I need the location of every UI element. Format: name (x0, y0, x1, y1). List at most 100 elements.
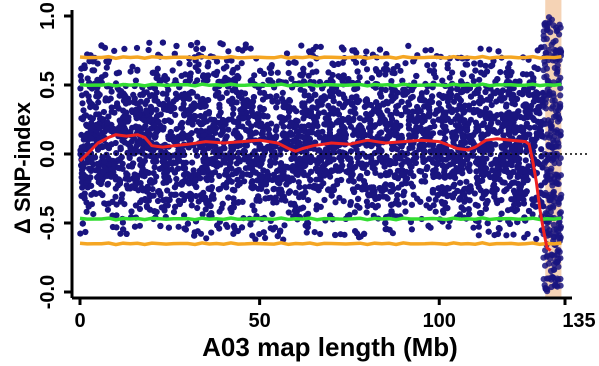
scatter-point (383, 225, 390, 233)
scatter-point (281, 222, 288, 229)
scatter-point (192, 177, 199, 184)
scatter-point (224, 179, 231, 186)
scatter-point (105, 145, 112, 152)
scatter-point (325, 121, 332, 128)
scatter-point (319, 97, 326, 104)
scatter-point (317, 157, 324, 164)
scatter-point (111, 161, 118, 168)
scatter-point (195, 198, 202, 205)
scatter-point (121, 201, 128, 208)
scatter-point (533, 89, 540, 96)
scatter-point (547, 120, 554, 127)
scatter-point (441, 174, 448, 181)
scatter-point (228, 57, 235, 64)
scatter-point (413, 154, 420, 161)
scatter-point (449, 160, 457, 167)
scatter-point (312, 91, 319, 98)
scatter-point (505, 64, 512, 71)
scatter-point (331, 145, 338, 152)
scatter-point (165, 151, 172, 159)
scatter-point (260, 106, 267, 113)
scatter-point (307, 158, 314, 166)
scatter-point (531, 116, 538, 123)
scatter-point (463, 127, 470, 134)
scatter-point (176, 60, 183, 67)
scatter-point (257, 67, 264, 74)
scatter-point (383, 98, 390, 105)
scatter-point (498, 210, 505, 217)
scatter-point (190, 116, 197, 123)
scatter-point (374, 202, 381, 209)
scatter-point (265, 126, 272, 133)
scatter-point (486, 46, 493, 53)
scatter-point (545, 77, 552, 84)
scatter-point (188, 202, 195, 209)
scatter-point (444, 65, 451, 72)
scatter-point (153, 208, 160, 216)
scatter-point (363, 102, 370, 109)
scatter-point (192, 64, 199, 71)
scatter-point (285, 209, 292, 216)
scatter-point (475, 232, 482, 239)
scatter-point (388, 208, 395, 215)
scatter-point (505, 88, 512, 95)
scatter-point (434, 192, 441, 199)
scatter-point (327, 76, 334, 83)
scatter-point (220, 144, 227, 151)
scatter-point (523, 71, 530, 78)
scatter-point (205, 110, 212, 117)
scatter-point (120, 226, 127, 233)
scatter-points (77, 14, 565, 295)
scatter-point (388, 111, 395, 119)
scatter-point (270, 97, 277, 104)
scatter-point (162, 162, 169, 169)
scatter-point (321, 136, 328, 143)
scatter-point (439, 200, 446, 207)
scatter-point (433, 147, 440, 154)
scatter-point (456, 127, 463, 134)
scatter-point (354, 85, 361, 92)
scatter-point (87, 158, 94, 166)
scatter-point (511, 201, 518, 208)
scatter-point (547, 176, 554, 183)
scatter-point (482, 200, 490, 207)
scatter-point (212, 92, 220, 99)
scatter-point (541, 61, 549, 68)
scatter-point (408, 86, 415, 94)
scatter-point (93, 111, 100, 118)
scatter-point (103, 64, 110, 71)
scatter-point (315, 110, 322, 117)
scatter-point (395, 184, 402, 191)
scatter-point (201, 119, 208, 126)
scatter-point (360, 59, 367, 66)
scatter-point (272, 134, 279, 141)
scatter-point (399, 77, 406, 84)
scatter-point (292, 203, 299, 210)
scatter-point (508, 96, 515, 103)
scatter-point (415, 106, 422, 113)
scatter-point (270, 186, 277, 193)
scatter-point (389, 69, 396, 76)
scatter-point (320, 109, 327, 116)
scatter-point (516, 169, 523, 176)
scatter-point (209, 160, 217, 167)
scatter-point (199, 211, 206, 218)
scatter-point (130, 160, 137, 167)
scatter-point (303, 149, 310, 156)
scatter-point (521, 168, 528, 175)
scatter-point (178, 181, 185, 188)
scatter-point (189, 159, 196, 166)
scatter-point (336, 167, 343, 174)
scatter-point (78, 77, 85, 84)
scatter-point (181, 165, 189, 172)
scatter-point (439, 156, 446, 163)
scatter-point (497, 69, 504, 76)
scatter-point (130, 91, 137, 98)
scatter-point (494, 164, 501, 171)
scatter-point (517, 143, 524, 150)
scatter-point (139, 91, 146, 98)
scatter-point (549, 103, 557, 110)
scatter-point (471, 90, 478, 97)
scatter-point (159, 39, 166, 46)
scatter-point (117, 177, 124, 184)
